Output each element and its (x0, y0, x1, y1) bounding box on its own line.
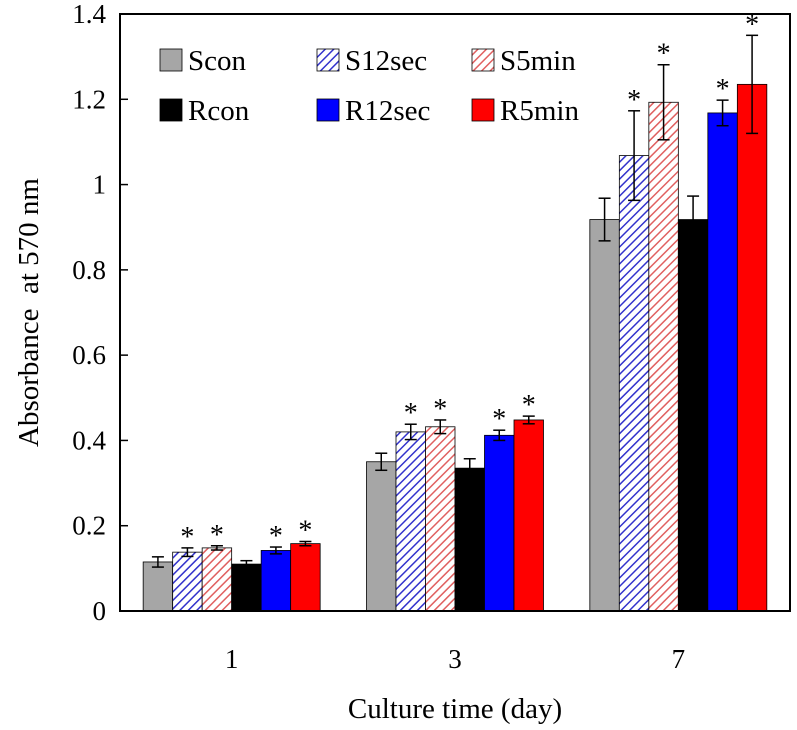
error-bar (716, 99, 729, 127)
legend-label: Scon (188, 45, 247, 77)
legend-item: R5min (471, 95, 579, 127)
bar-r12sec-day-3 (484, 434, 515, 612)
x-tick-label: 3 (448, 644, 462, 674)
legend-swatch (471, 98, 495, 122)
significance-star: * (716, 74, 730, 105)
y-tick-label: 0.2 (72, 511, 106, 541)
x-axis: 1 3 7 (225, 644, 685, 674)
error-bar (493, 429, 506, 442)
bar-scon-day-3 (366, 461, 397, 612)
y-tick-label: 0.4 (72, 425, 106, 455)
error-bar (404, 423, 417, 441)
legend-item: S5min (471, 45, 576, 77)
bar-s5min-day-3 (425, 426, 456, 612)
bar-rcon-day-7 (677, 219, 709, 612)
y-tick-label: 1.2 (72, 84, 106, 114)
legend-swatch (159, 98, 183, 122)
bar-rcon-day-3 (454, 467, 485, 612)
error-bar (628, 110, 641, 202)
y-tick-label: 0.6 (72, 340, 106, 370)
legend-label: R12sec (345, 95, 430, 127)
error-bar (746, 34, 759, 135)
significance-star: * (492, 404, 506, 435)
bar-r12sec-day-1 (260, 550, 292, 612)
legend-swatch (316, 98, 340, 122)
error-bar (240, 559, 253, 569)
legend-item: Rcon (159, 95, 250, 127)
legend-label: S5min (500, 45, 576, 77)
error-bar (598, 197, 611, 242)
bar-scon-day-7 (589, 219, 620, 612)
legend-label: R5min (500, 95, 579, 127)
error-bar (181, 547, 194, 558)
y-axis-title: Absorbance at 570 nm (13, 178, 45, 447)
legend-swatch (471, 48, 495, 72)
y-tick-label: 0.8 (72, 255, 106, 285)
bar-s5min-day-7 (648, 101, 679, 612)
error-bar (375, 452, 388, 472)
bar-s12sec-day-7 (618, 155, 650, 612)
bar-rcon-day-1 (231, 563, 262, 612)
error-bar (657, 63, 670, 141)
bar-s5min-day-1 (201, 547, 233, 612)
significance-star: * (404, 398, 418, 429)
legend-swatch (159, 48, 183, 72)
error-bar (687, 195, 700, 244)
bar-r5min-day-1 (290, 543, 321, 612)
error-bar (210, 545, 223, 551)
significance-star: * (522, 390, 536, 421)
error-bars-layer (151, 34, 759, 569)
bar-s12sec-day-1 (172, 551, 203, 612)
x-axis-title: Culture time (day) (348, 693, 562, 725)
x-tick-label: 7 (672, 644, 686, 674)
significance-star: * (210, 520, 224, 551)
bar-scon-day-1 (142, 561, 174, 612)
bars-layer (142, 83, 768, 612)
significance-star: * (180, 522, 194, 553)
error-bar (299, 540, 312, 547)
legend-swatch (316, 48, 340, 72)
plot-area-frame (119, 13, 791, 612)
error-bar (463, 458, 476, 479)
significance-star: * (627, 85, 641, 116)
legend-label: Rcon (188, 95, 250, 127)
legend-item: R12sec (316, 95, 430, 127)
bar-s12sec-day-3 (395, 431, 426, 612)
significance-star: * (298, 515, 312, 546)
x-tick-label: 1 (225, 644, 239, 674)
significance-star: * (745, 9, 759, 40)
y-tick-label: 1.4 (72, 0, 106, 29)
bar-r5min-day-3 (513, 419, 544, 612)
significance-markers-layer: * * * * * * * * * * * * (180, 9, 759, 553)
error-bar (434, 419, 447, 435)
error-bar (151, 556, 164, 568)
legend-item: Scon (159, 45, 247, 77)
bar-r12sec-day-7 (707, 112, 738, 612)
bar-r5min-day-7 (736, 83, 768, 612)
legend-item: S12sec (316, 45, 427, 77)
legend: Scon S12sec S5min Rcon R12sec R5min (159, 45, 579, 127)
y-tick-label: 1 (93, 170, 107, 200)
significance-star: * (433, 394, 447, 425)
y-axis: 0 0.2 0.4 0.6 0.8 1 1.2 1.4 (72, 0, 128, 626)
error-bar (269, 546, 282, 555)
legend-label: S12sec (345, 45, 427, 77)
significance-star: * (657, 39, 671, 70)
y-tick-label: 0 (93, 596, 107, 626)
significance-star: * (269, 521, 283, 552)
error-bar (522, 415, 535, 425)
